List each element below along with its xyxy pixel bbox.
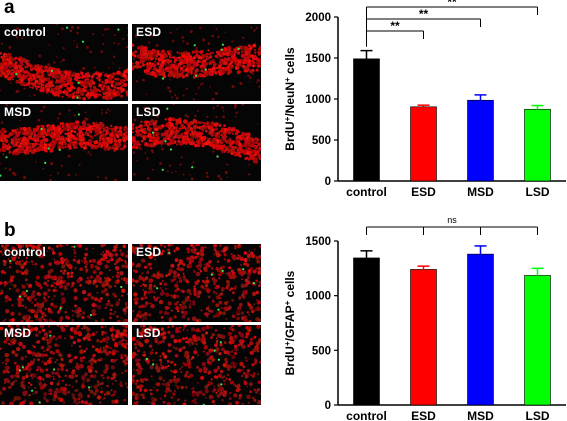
y-tick-label: 1500: [305, 236, 331, 248]
y-tick-label: 500: [312, 135, 331, 147]
micrograph-b-lsd-image: [132, 325, 261, 405]
y-tick-label: 2000: [305, 12, 331, 24]
bar-control: [353, 257, 380, 406]
bar-msd: [467, 99, 494, 182]
x-tick-label: control: [346, 185, 387, 199]
x-tick-label: MSD: [467, 409, 494, 421]
x-tick-label: control: [346, 409, 387, 421]
cell-texture: [132, 325, 261, 405]
micrograph-label: ESD: [136, 25, 162, 39]
cell-texture: [132, 244, 261, 322]
micrograph-label: MSD: [4, 326, 32, 340]
cell-texture: [0, 24, 128, 101]
x-tick-label: MSD: [467, 185, 494, 199]
micrograph-label: MSD: [4, 105, 32, 119]
cell-texture: [132, 26, 261, 101]
y-axis-label: BrdU+/GFAP+ cells: [283, 270, 298, 375]
micrograph-b-msd: MSD: [0, 325, 128, 405]
micrograph-a-lsd-image: [132, 104, 261, 181]
micrograph-b-lsd: LSD: [132, 325, 261, 405]
y-tick-label: 0: [325, 400, 331, 412]
micrograph-a-control: control: [0, 24, 128, 101]
micrograph-a-msd-image: [0, 104, 128, 181]
micrograph-a-lsd: LSD: [132, 104, 261, 181]
y-tick-label: 500: [312, 345, 331, 357]
significance-label: ns: [447, 215, 457, 225]
x-tick-label: ESD: [411, 185, 436, 199]
bar-esd: [410, 106, 437, 182]
y-tick-label: 0: [325, 176, 331, 188]
significance-label: **: [419, 7, 429, 21]
micrograph-b-esd-image: [132, 244, 261, 322]
micrograph-b-control: control: [0, 244, 128, 322]
micrograph-a-esd-image: [132, 24, 261, 101]
y-axis-label: BrdU+/NeuN+ cells: [283, 47, 298, 151]
micrograph-a-control-image: [0, 24, 128, 101]
x-tick-label: LSD: [526, 185, 550, 199]
panel-letter-a: a: [4, 0, 15, 18]
significance-label: **: [447, 0, 457, 9]
micrograph-b-control-image: [0, 244, 128, 322]
significance-label: **: [390, 19, 400, 33]
cell-texture: [0, 244, 128, 322]
panel-letter-b: b: [4, 220, 16, 241]
micrograph-grid-a: control ESD MSD LSD: [0, 24, 262, 182]
bar-lsd: [524, 275, 551, 406]
micrograph-a-esd: ESD: [132, 24, 261, 101]
micrograph-grid-b: control ESD MSD LSD: [0, 244, 262, 406]
cell-texture: [0, 104, 128, 181]
y-tick-label: 1000: [305, 94, 331, 106]
y-tick-label: 1500: [305, 53, 331, 65]
micrograph-b-msd-image: [0, 325, 128, 405]
micrograph-b-esd: ESD: [132, 244, 261, 322]
cell-texture: [0, 325, 128, 405]
y-tick-label: 1000: [305, 291, 331, 303]
micrograph-label: control: [4, 25, 47, 39]
micrograph-a-msd: MSD: [0, 104, 128, 181]
micrograph-label: ESD: [136, 245, 162, 259]
cell-texture: [132, 104, 261, 181]
bar-esd: [410, 269, 437, 406]
bar-msd: [467, 253, 494, 406]
x-tick-label: LSD: [526, 409, 550, 421]
x-tick-label: ESD: [411, 409, 436, 421]
micrograph-label: LSD: [136, 326, 161, 340]
micrograph-label: control: [4, 245, 47, 259]
micrograph-label: LSD: [136, 105, 161, 119]
